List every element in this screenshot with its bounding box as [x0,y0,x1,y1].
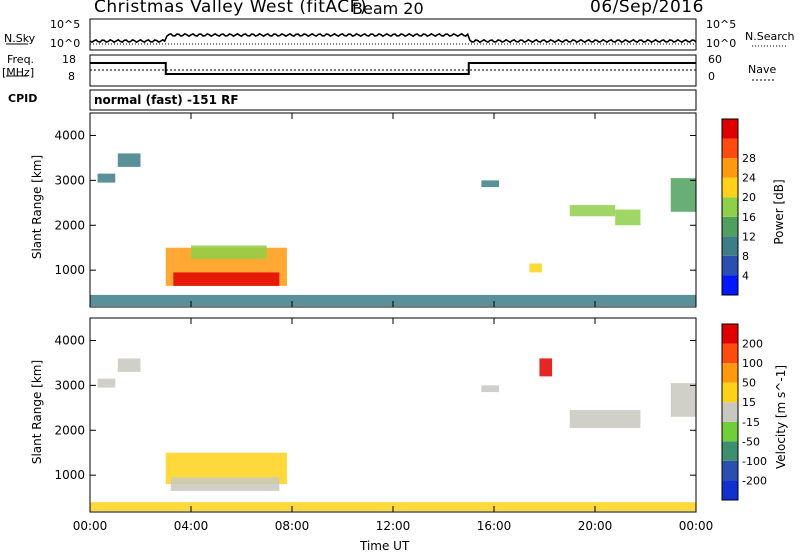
power-region-0 [97,173,116,183]
power-colorbar-tick-5: 8 [742,250,749,263]
cpid-panel [89,89,697,111]
power-colorbar-seg-5 [722,177,738,198]
velocity-colorbar-seg-4 [722,402,738,422]
velocity-colorbar-tick-7: -200 [742,474,767,487]
velocity-colorbar-seg-1 [722,460,738,481]
velocity-colorbar-tick-2: 50 [742,377,756,390]
velocity-colorbar-seg-5 [722,382,738,403]
cpid-label: CPID [8,92,38,105]
power-colorbar-tick-1: 24 [742,172,756,185]
velocity-ytick-label-3: 1000 [54,468,85,482]
freq-left-bottom: 8 [68,70,75,83]
velocity-region-6 [569,410,641,429]
power-ytick-label-2: 2000 [54,218,85,232]
noise-right-bottom: 10^0 [706,37,737,50]
xtick-label-3: 12:00 [376,519,411,533]
nsky-label: N.Sky [4,32,36,45]
xtick-label-2: 08:00 [275,519,310,533]
velocity-ytick-label-1: 3000 [54,378,85,392]
velocity-colorbar-seg-3 [722,421,738,442]
power-colorbar-seg-8 [722,119,738,139]
power-ytick-label-3: 1000 [54,263,85,277]
velocity-colorbar-seg-6 [722,363,738,383]
power-colorbar-tick-0: 28 [742,152,756,165]
power-colorbar-seg-0 [722,275,738,295]
noise-left-bottom: 10^0 [50,37,81,50]
power-region-7 [569,205,616,217]
velocity-region-1 [117,358,141,372]
velocity-colorbar-tick-3: 15 [742,396,756,409]
xtick-label-1: 04:00 [174,519,209,533]
velocity-colorbar-seg-8 [722,324,738,344]
power-region-8 [615,209,641,226]
xtick-label-5: 20:00 [578,519,613,533]
power-colorbar-tick-6: 4 [742,269,749,282]
power-ytick-label-1: 3000 [54,173,85,187]
velocity-colorbar-tick-0: 200 [742,338,763,351]
power-region-6 [529,263,542,273]
xtick-label-4: 16:00 [477,519,512,533]
velocity-colorbar-seg-0 [722,480,738,500]
velocity-region-5 [481,385,500,393]
power-colorbar-seg-7 [722,138,738,159]
freq-line [90,62,696,75]
velocity-colorbar-tick-4: -15 [742,416,760,429]
freq-right-bottom: 0 [708,70,715,83]
power-region-5 [481,180,500,188]
power-colorbar-frame [721,118,739,296]
velocity-region-3 [170,477,280,491]
chart-title: Christmas Valley West (fitACF) [94,0,368,17]
xtick-label-6: 00:00 [679,519,714,533]
power-colorbar-tick-2: 20 [742,191,756,204]
velocity-colorbar-seg-2 [722,441,738,461]
freq-right-top: 60 [708,53,722,66]
x-axis-label: Time UT [360,539,410,553]
power-colorbar-seg-1 [722,255,738,276]
velocity-colorbar-tick-6: -100 [742,455,767,468]
freq-panel [89,54,697,87]
velocity-colorbar-seg-7 [722,343,738,364]
power-region-4 [191,245,267,259]
velocity-ytick-label-0: 4000 [54,333,85,347]
velocity-region-4 [539,358,553,377]
velocity-colorbar-tick-1: 100 [742,357,763,370]
velocity-region-7 [670,383,696,417]
velocity-ytick-label-2: 2000 [54,423,85,437]
power-region-1 [117,153,141,167]
date-label: 06/Sep/2016 [590,0,704,17]
power-colorbar-seg-6 [722,158,738,178]
power-region-10 [90,294,696,307]
power-colorbar-seg-4 [722,197,738,217]
power-ytick-label-0: 4000 [54,128,85,142]
beam-label: Beam 20 [352,0,424,18]
nsky-line [89,32,697,44]
power-colorbar-seg-2 [722,236,738,256]
nave-label: Nave [748,63,777,76]
power-colorbar-tick-4: 12 [742,230,756,243]
velocity-region-0 [97,378,116,388]
power-colorbar-tick-3: 16 [742,211,756,224]
freq-label: Freq. [7,53,35,66]
xtick-label-0: 00:00 [73,519,108,533]
freq-left-top: 18 [62,53,76,66]
power-region-9 [670,178,696,212]
velocity-colorbar-frame [721,323,739,501]
nsearch-label: N.Search [745,30,795,43]
velocity-colorbar-tick-5: -50 [742,435,760,448]
noise-left-top: 10^5 [50,18,81,31]
noise-panel [89,18,697,51]
power-region-3 [173,272,280,286]
noise-right-top: 10^5 [706,18,737,31]
cpid-text: normal (fast) -151 RF [94,93,239,107]
power-colorbar-seg-3 [722,216,738,237]
